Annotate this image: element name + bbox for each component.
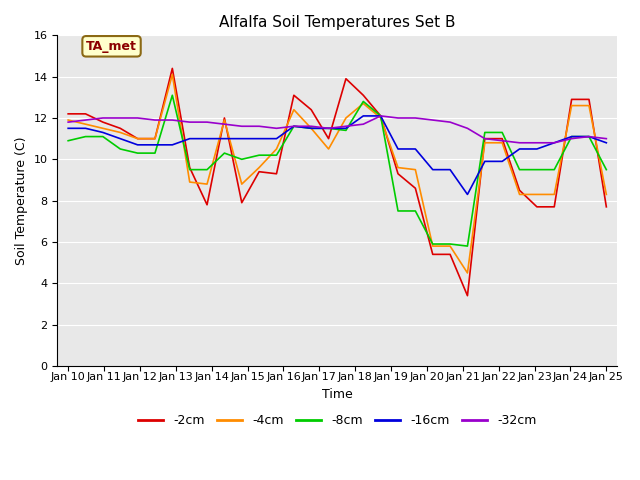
Legend: -2cm, -4cm, -8cm, -16cm, -32cm: -2cm, -4cm, -8cm, -16cm, -32cm (133, 409, 541, 432)
X-axis label: Time: Time (322, 388, 353, 401)
Text: TA_met: TA_met (86, 40, 137, 53)
Title: Alfalfa Soil Temperatures Set B: Alfalfa Soil Temperatures Set B (219, 15, 456, 30)
Y-axis label: Soil Temperature (C): Soil Temperature (C) (15, 136, 28, 265)
